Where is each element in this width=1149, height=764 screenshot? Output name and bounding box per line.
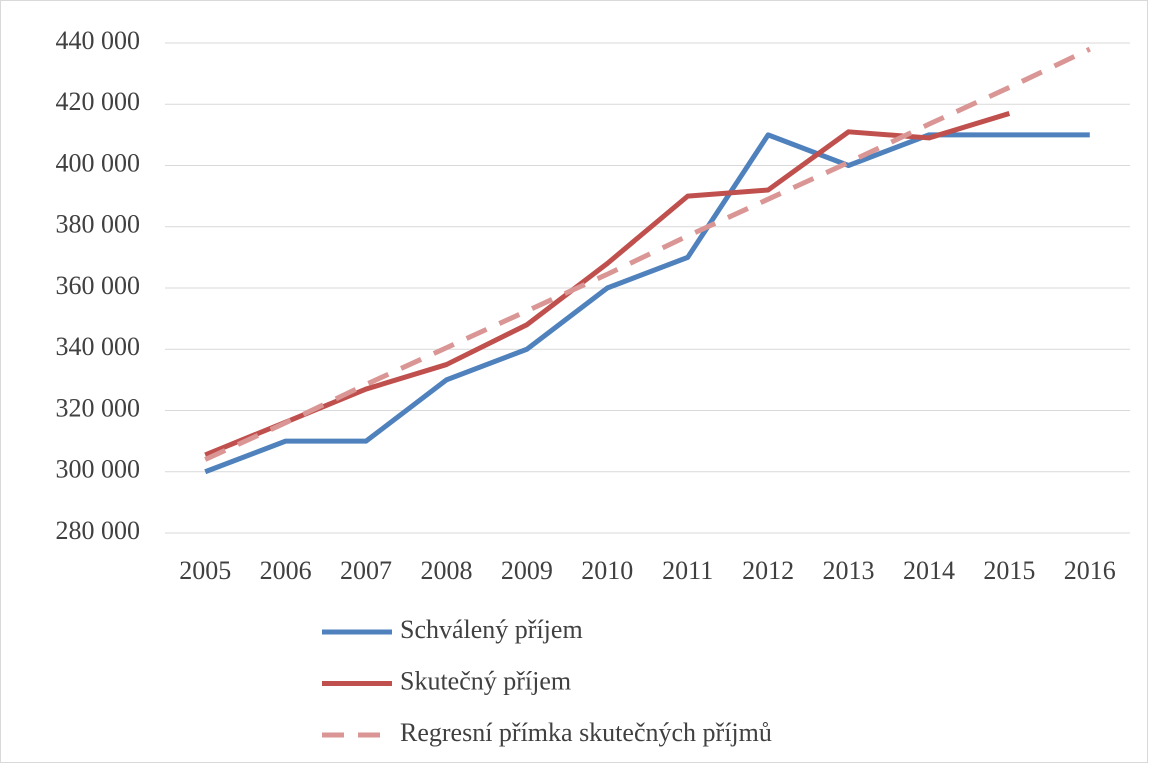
legend-label: Skutečný příjem (400, 666, 571, 695)
x-tick-label: 2015 (983, 556, 1035, 585)
y-tick-label: 340 000 (56, 332, 141, 361)
x-tick-label: 2013 (823, 556, 875, 585)
x-tick-label: 2011 (662, 556, 713, 585)
x-tick-label: 2016 (1064, 556, 1116, 585)
x-tick-label: 2006 (260, 556, 312, 585)
series-line (204, 111, 1011, 458)
legend-label: Regresní přímka skutečných příjmů (400, 718, 772, 747)
x-tick-label: 2005 (179, 556, 231, 585)
x-tick-label: 2014 (903, 556, 955, 585)
legend-label: Schválený příjem (400, 615, 583, 644)
y-tick-label: 280 000 (56, 516, 141, 545)
series-line (204, 46, 1091, 462)
y-tick-label: 440 000 (56, 26, 141, 55)
x-tick-label: 2009 (501, 556, 553, 585)
y-tick-label: 420 000 (56, 87, 141, 116)
y-tick-label: 360 000 (56, 271, 141, 300)
x-tick-label: 2008 (420, 556, 472, 585)
y-tick-label: 300 000 (56, 455, 141, 484)
y-tick-label: 380 000 (56, 210, 141, 239)
x-tick-label: 2007 (340, 556, 392, 585)
y-tick-label: 400 000 (56, 148, 141, 177)
x-tick-label: 2012 (742, 556, 794, 585)
y-tick-label: 320 000 (56, 393, 141, 422)
x-tick-label: 2010 (581, 556, 633, 585)
